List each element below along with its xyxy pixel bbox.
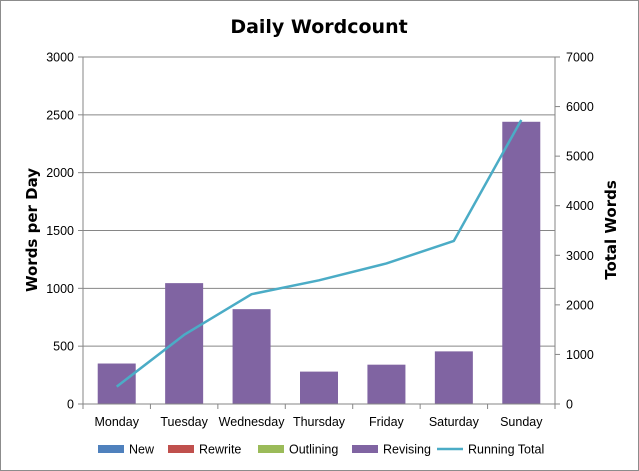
category-label: Sunday [500,415,543,429]
category-label: Saturday [429,415,480,429]
right-tick-label: 5000 [566,150,594,164]
legend-swatch-rewrite [168,445,194,453]
line-series [115,119,523,388]
right-tick-label: 3000 [566,249,594,263]
bar-revising-saturday [434,351,473,404]
left-tick-label: 3000 [46,51,74,65]
bar-series [97,121,541,405]
legend-swatch-outlining [258,445,284,453]
right-tick-label: 6000 [566,100,594,114]
bar-revising-thursday [300,371,338,404]
category-label: Friday [369,415,404,429]
category-label: Tuesday [160,415,208,429]
left-tick-labels: 0 500 1000 1500 2000 2500 3000 [46,51,74,412]
bar-revising-wednesday [232,309,271,404]
left-tick-label: 1500 [46,224,74,238]
right-tick-label: 4000 [566,199,594,213]
right-tick-labels: 0 1000 2000 3000 4000 5000 6000 7000 [566,51,594,412]
legend-label-running-total: Running Total [468,443,544,457]
right-tick-label: 1000 [566,348,594,362]
left-tick-label: 2000 [46,166,74,180]
category-label: Monday [94,415,139,429]
legend: New Rewrite Outlining Revising Running Total [98,443,544,457]
left-tick-label: 0 [67,398,74,412]
right-tick-label: 2000 [566,298,594,312]
legend-label-outlining: Outlining [289,443,338,457]
line-running-total [115,119,523,388]
right-tick-label: 0 [566,398,573,412]
category-label: Wednesday [219,415,286,429]
legend-swatch-revising [352,445,378,453]
legend-swatch-new [98,445,124,453]
axes [78,56,560,409]
category-label: Thursday [293,415,346,429]
left-tick-label: 1000 [46,282,74,296]
gridlines [83,56,555,347]
left-tick-label: 500 [53,340,74,354]
bar-revising-monday [97,363,136,404]
bar-revising-sunday [502,121,541,405]
legend-label-new: New [129,443,155,457]
right-axis-title: Total Words [602,180,620,280]
left-tick-label: 2500 [46,108,74,122]
left-axis-title: Words per Day [23,168,41,292]
bar-revising-friday [367,364,406,404]
chart-title: Daily Wordcount [230,16,407,38]
category-tick-labels: Monday Tuesday Wednesday Thursday Friday Satu… [94,415,543,429]
legend-label-rewrite: Rewrite [199,443,241,457]
right-tick-label: 7000 [566,51,594,65]
legend-label-revising: Revising [383,443,431,457]
